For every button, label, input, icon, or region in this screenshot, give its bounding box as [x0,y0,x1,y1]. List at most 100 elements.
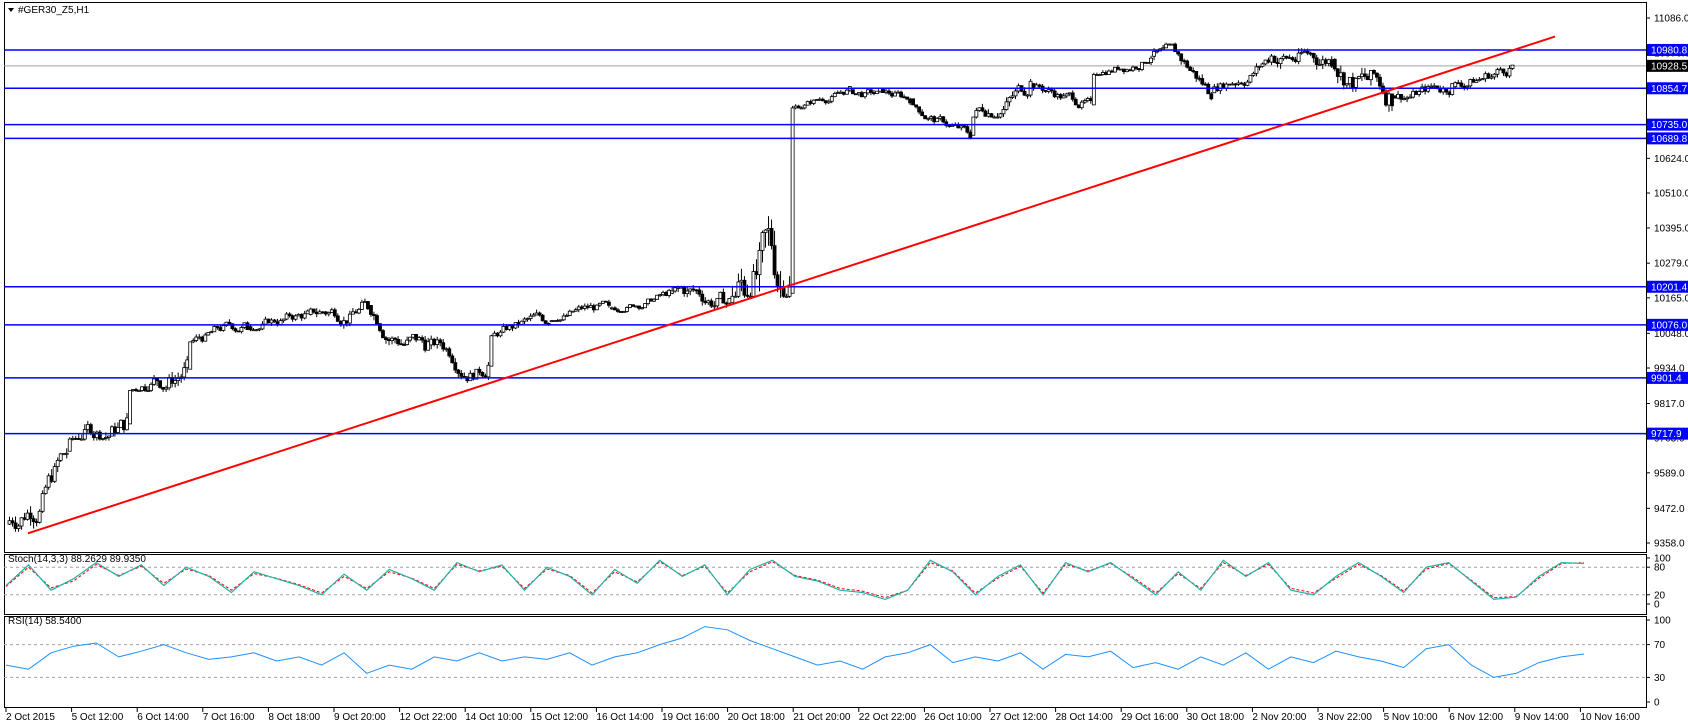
candle-body [420,337,425,341]
candle-body [1263,59,1268,65]
candle-body [1474,80,1479,83]
candle-body [1088,98,1093,102]
candle-body [712,305,717,308]
candle-body [619,311,623,313]
candle-body [28,512,33,520]
dropdown-triangle-icon[interactable] [8,8,14,12]
candle-body [796,105,801,109]
price-tick-label: 10048.0 [1654,329,1688,340]
candle-body [1191,70,1196,72]
candle-body [1302,50,1307,53]
candle-body [1414,90,1419,95]
level-label: 9717.9 [1651,429,1682,440]
candle-body [360,301,364,310]
candle-body [986,113,991,117]
candle-body [1100,72,1105,75]
candle-body [230,323,235,330]
candle-body [347,313,352,324]
price-tick-label: 10510.0 [1654,189,1688,200]
candle-body [1456,82,1461,85]
candle-body [1350,76,1355,88]
candle-body [1001,109,1006,115]
stoch-tick-label: 0 [1654,600,1660,611]
candle-body [366,301,370,310]
candle-body [1314,57,1319,65]
candle-body [1125,69,1129,73]
candle-body [34,521,39,524]
candle-body [1257,65,1262,68]
candle-body [860,92,864,98]
candle-body [52,466,57,482]
candle-body [1043,89,1048,92]
candle-body [1335,68,1340,77]
level-label-box [1647,132,1688,145]
price-tick-label: 9358.0 [1654,539,1685,550]
candle-body [218,327,223,331]
candle-body [1369,70,1373,81]
current-price-box [1647,59,1688,72]
candle-body [853,93,858,96]
candle-body [1200,78,1205,85]
candle-body [67,438,72,452]
candle-body [453,362,458,371]
candle-body [1353,77,1358,88]
candle-body [1082,100,1087,103]
stoch-tick-label: 80 [1654,563,1666,574]
candle-body [724,302,729,305]
candle-body [962,125,967,128]
stoch-levels [4,566,1646,596]
candle-body [227,321,232,325]
candle-body [519,320,524,325]
candle-body [116,427,120,433]
candle-body [1203,83,1208,86]
candle-body [1468,79,1473,87]
level-label: 10980.8 [1651,45,1688,56]
candle-body [350,311,355,315]
candle-body [25,512,30,520]
candle-body [1164,43,1169,49]
candle-body [185,359,190,369]
candle-body [1037,84,1042,87]
time-tick-label: 12 Oct 22:00 [400,712,458,723]
candle-body [411,333,416,338]
candle-body [640,307,644,310]
candle-body [423,339,428,351]
candle-body [1185,60,1190,68]
candle-body [1254,66,1259,74]
candle-body [221,325,226,331]
candle-body [200,336,205,342]
candle-body [715,298,720,307]
rsi-axis: 100 70 30 0 [1646,616,1671,709]
candle-body [1447,91,1452,95]
candle-body [329,309,334,313]
candle-body [1429,85,1434,88]
candle-body [1344,83,1349,86]
candle-body [432,338,437,345]
rsi-title: RSI(14) 58.5400 [8,616,82,627]
candle-body [149,383,153,391]
candle-body [1375,72,1379,78]
candle-body [158,380,163,388]
candle-body [134,389,138,391]
candle-body [492,332,497,337]
candle-body [459,372,464,377]
candle-body [805,101,810,106]
candle-body [1209,93,1214,100]
time-tick-label: 27 Oct 12:00 [990,712,1048,723]
trendline[interactable] [27,35,1556,535]
candle-body [694,289,699,292]
candle-body [1079,101,1084,109]
candle-body [766,228,771,231]
candle-body [528,315,533,319]
level-label-box [1647,318,1688,331]
candle-body [1013,90,1018,97]
candle-body [1146,62,1150,64]
symbol-title[interactable]: #GER30_Z5,H1 [8,5,90,16]
candle-body [10,520,15,524]
rsi-tick-label: 0 [1654,698,1660,709]
level-label-box [1647,427,1688,440]
candle-body [314,311,319,315]
candle-body [1076,104,1081,109]
candle-body [489,335,494,367]
